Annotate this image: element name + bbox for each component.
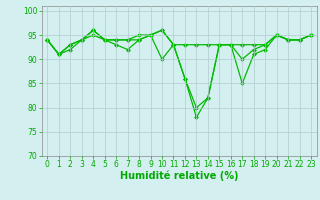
X-axis label: Humidité relative (%): Humidité relative (%) <box>120 171 238 181</box>
